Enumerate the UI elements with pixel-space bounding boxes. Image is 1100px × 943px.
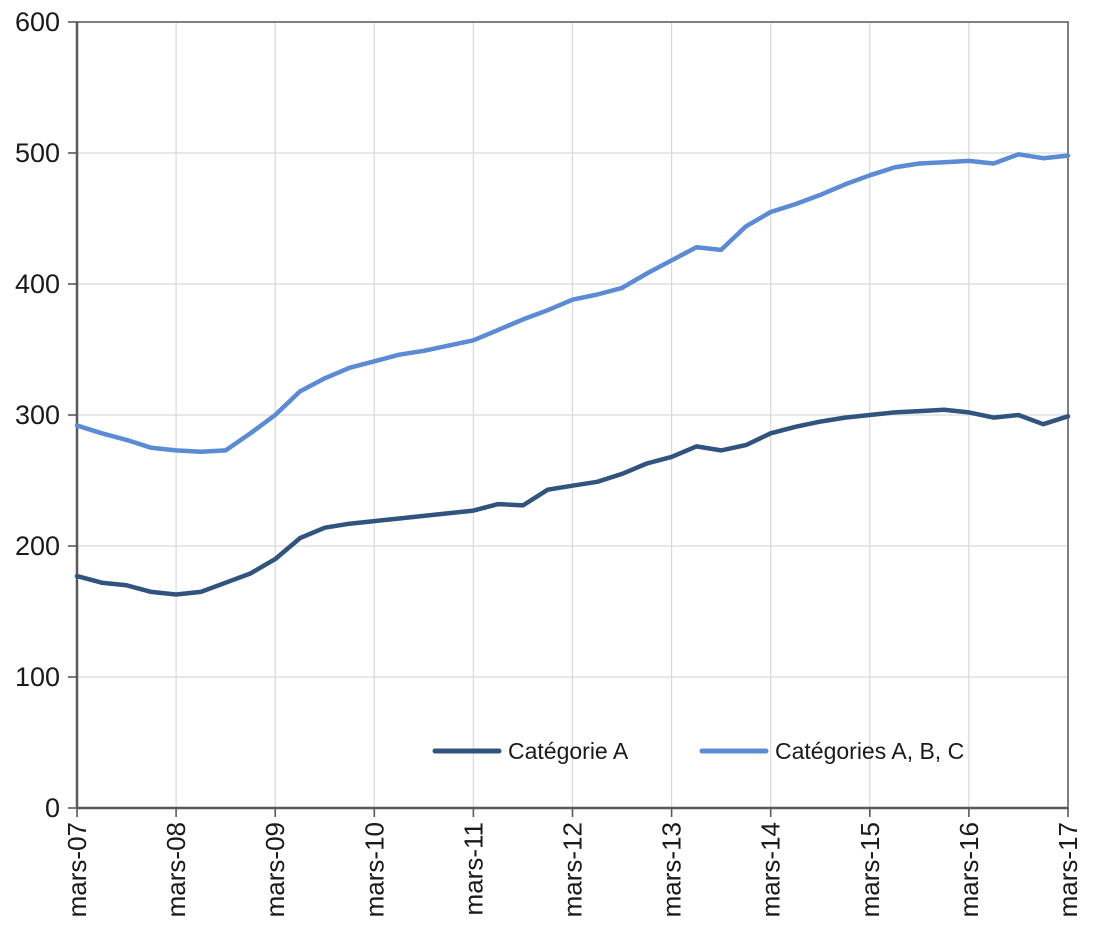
legend-item-categories-abc: Catégories A, B, C — [699, 738, 964, 764]
x-tick-label-mars-10: mars-10 — [359, 822, 389, 917]
y-tick-label-400: 400 — [15, 269, 60, 299]
y-tick-label-600: 600 — [15, 7, 60, 37]
legend-label: Catégorie A — [508, 738, 629, 764]
x-tick-label-mars-15: mars-15 — [855, 822, 885, 917]
y-tick-label-0: 0 — [45, 793, 60, 823]
gridlines — [77, 22, 1068, 808]
y-tick-label-500: 500 — [15, 138, 60, 168]
x-tick-label-mars-07: mars-07 — [62, 822, 92, 917]
x-tick-label-mars-16: mars-16 — [954, 822, 984, 917]
x-tick-label-mars-17: mars-17 — [1053, 822, 1083, 917]
y-axis: 0 100 200 300 400 500 600 — [15, 7, 77, 823]
legend-item-categorie-a: Catégorie A — [432, 738, 629, 764]
x-axis: mars-07 mars-08 mars-09 mars-10 mars-11 mars-… — [62, 808, 1083, 917]
x-tick-label-mars-09: mars-09 — [260, 822, 290, 917]
x-tick-label-mars-13: mars-13 — [657, 822, 687, 917]
legend: Catégorie A Catégories A, B, C — [432, 738, 964, 764]
series-line-categories-abc — [74, 152, 1071, 454]
series-line-categorie-a — [74, 407, 1071, 597]
x-tick-label-mars-11: mars-11 — [458, 822, 488, 915]
y-tick-label-300: 300 — [15, 400, 60, 430]
x-tick-label-mars-12: mars-12 — [558, 822, 588, 917]
x-tick-label-mars-14: mars-14 — [756, 822, 786, 917]
legend-label: Catégories A, B, C — [775, 738, 964, 764]
y-tick-label-200: 200 — [15, 531, 60, 561]
y-tick-label-100: 100 — [15, 662, 60, 692]
x-tick-label-mars-08: mars-08 — [161, 822, 191, 917]
